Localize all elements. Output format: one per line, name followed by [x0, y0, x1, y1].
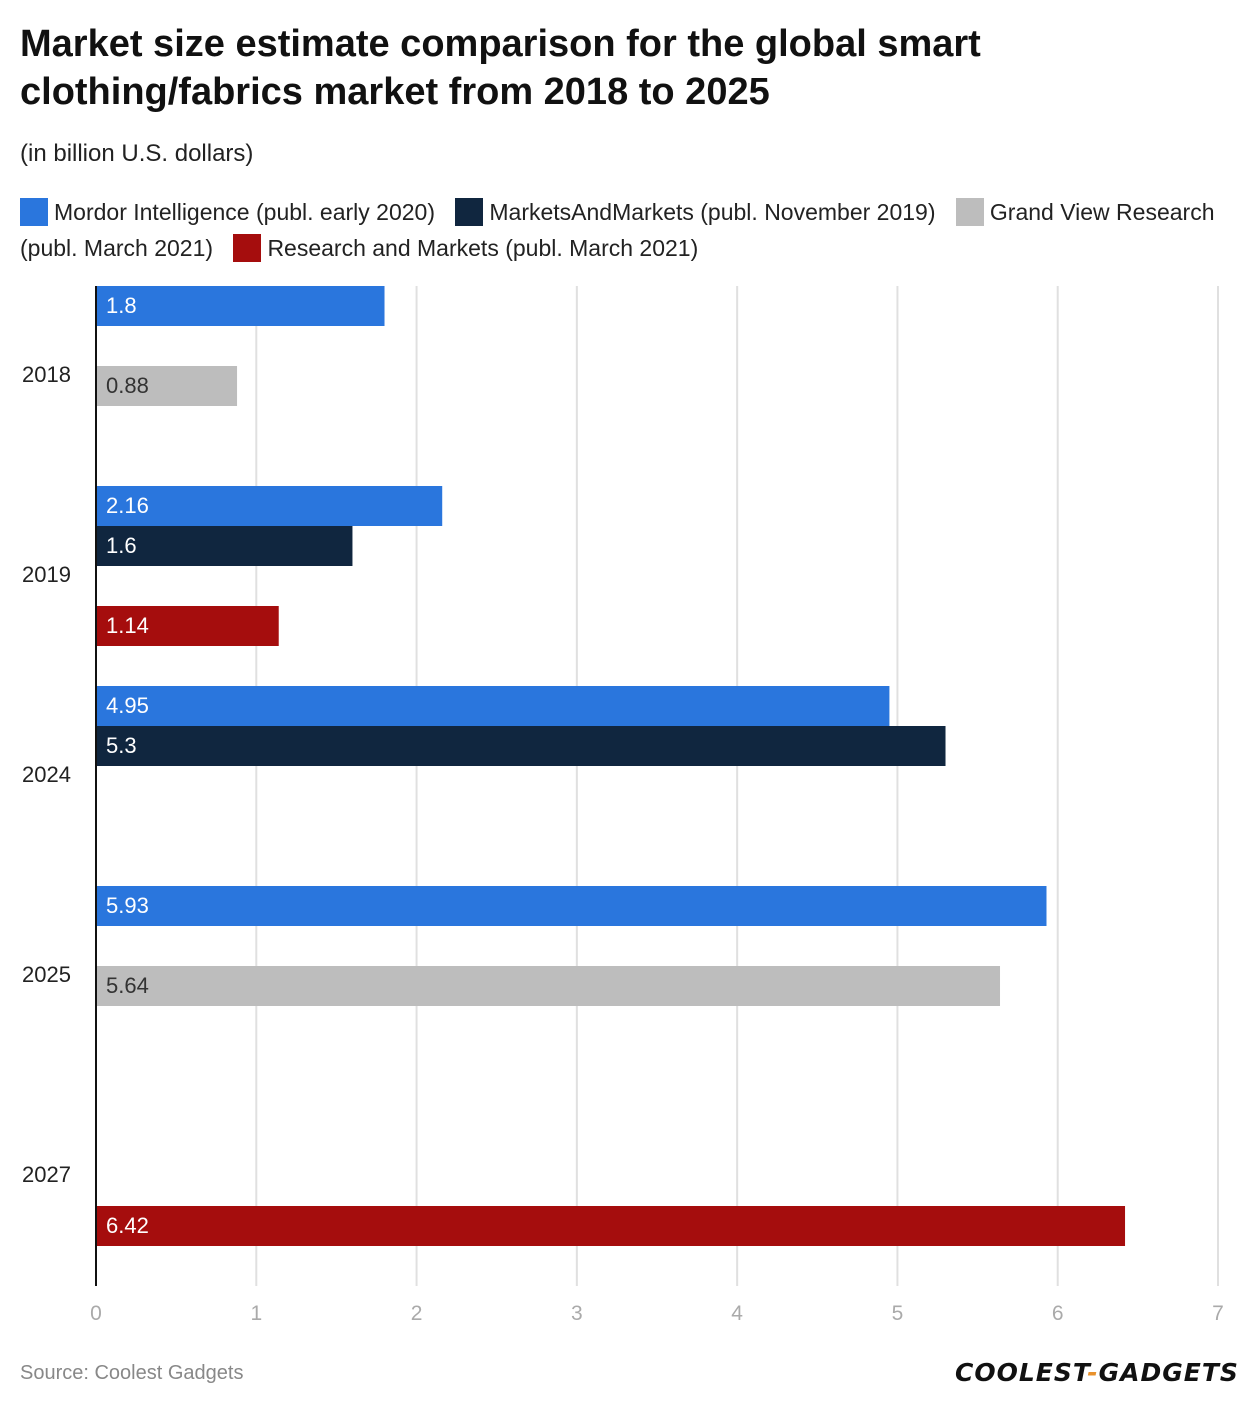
legend: Mordor Intelligence (publ. early 2020) M…: [20, 194, 1220, 266]
data-label: 1.8: [106, 293, 137, 318]
source-note: Source: Coolest Gadgets: [20, 1362, 244, 1384]
legend-swatch: [455, 198, 484, 226]
category-label: 2024: [22, 762, 71, 787]
legend-swatch: [233, 234, 262, 262]
logo-dash: -: [1087, 1358, 1099, 1387]
x-tick-label: 6: [1052, 1302, 1064, 1325]
x-tick-label: 7: [1212, 1302, 1224, 1325]
legend-swatch: [955, 198, 984, 226]
category-label: 2019: [22, 562, 71, 587]
x-tick-label: 4: [731, 1302, 743, 1325]
chart-subtitle: (in billion U.S. dollars): [20, 140, 254, 167]
category-label: 2025: [22, 962, 71, 987]
x-tick-label: 0: [90, 1302, 102, 1325]
bar: [96, 526, 353, 566]
chart-title: Market size estimate comparison for the …: [20, 23, 981, 113]
x-tick-label: 2: [411, 1302, 423, 1325]
data-label: 5.64: [106, 973, 149, 998]
data-label: 1.14: [106, 613, 149, 638]
legend-item-research-and-markets[interactable]: Research and Markets (publ. March 2021): [233, 234, 699, 262]
bar: [96, 286, 385, 326]
legend-label: Research and Markets (publ. March 2021): [267, 235, 699, 261]
data-label: 5.3: [106, 733, 137, 758]
category-label: 2018: [22, 362, 71, 387]
legend-item-mordor[interactable]: Mordor Intelligence (publ. early 2020): [20, 198, 435, 226]
legend-item-marketsandmarkets[interactable]: MarketsAndMarkets (publ. November 2019): [455, 198, 936, 226]
x-tick-label: 1: [250, 1302, 262, 1325]
legend-label: Mordor Intelligence (publ. early 2020): [54, 199, 435, 225]
bar: [96, 886, 1047, 926]
bar: [96, 726, 946, 766]
legend-label: MarketsAndMarkets (publ. November 2019): [489, 199, 936, 225]
data-label: 4.95: [106, 693, 149, 718]
data-label: 1.6: [106, 533, 137, 558]
legend-item-grandview[interactable]: Grand View Research (publ. March 2021): [20, 198, 1215, 261]
bar: [96, 686, 890, 726]
logo-part2: GADGETS: [1098, 1358, 1239, 1387]
x-tick-label: 3: [571, 1302, 583, 1325]
bar: [96, 486, 443, 526]
logo-part1: COOLEST: [955, 1358, 1088, 1387]
data-label: 2.16: [106, 493, 149, 518]
coolest-gadgets-logo: COOLEST-GADGETS: [955, 1358, 1239, 1387]
data-label: 0.88: [106, 373, 149, 398]
bar: [96, 606, 279, 646]
bar: [96, 366, 238, 406]
bar: [96, 1206, 1126, 1246]
legend-label: Grand View Research (publ. March 2021): [20, 199, 1215, 261]
data-label: 5.93: [106, 893, 149, 918]
category-label: 2027: [22, 1162, 71, 1187]
bar: [96, 966, 1001, 1006]
legend-swatch: [20, 198, 48, 226]
x-tick-label: 5: [892, 1302, 904, 1325]
data-label: 6.42: [106, 1213, 149, 1238]
bar-chart: 0 1 2 3 4 5 6 7 2018 1.8 0.88 2019 2.16 1.6 1.14 2024 4.…: [22, 286, 1224, 1325]
